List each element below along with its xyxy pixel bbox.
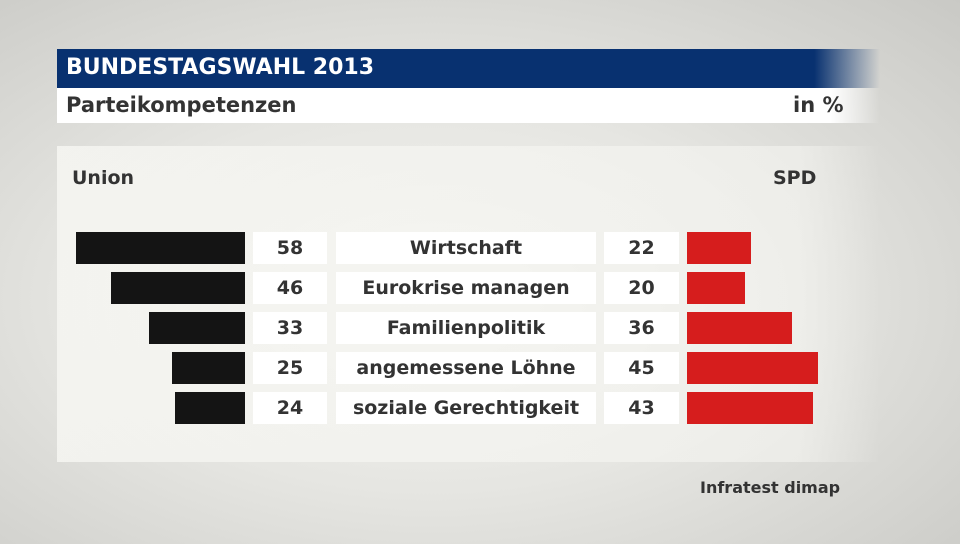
chart-row: 46 Eurokrise managen 20 [0,272,960,304]
spd-bar [687,232,752,264]
category-label: angemessene Löhne [336,352,596,384]
legend-union: Union [72,167,135,189]
spd-bar [687,352,819,384]
category-label: Familienpolitik [336,312,596,344]
spd-value: 22 [604,232,679,264]
union-bar [75,232,245,264]
spd-value: 36 [604,312,679,344]
source-label: Infratest dimap [700,478,841,497]
chart-row: 58 Wirtschaft 22 [0,232,960,264]
union-bar [172,352,245,384]
category-label: Wirtschaft [336,232,596,264]
union-value: 33 [253,312,327,344]
chart-row: 25 angemessene Löhne 45 [0,352,960,384]
chart-row: 33 Familienpolitik 36 [0,312,960,344]
union-bar [174,392,245,424]
spd-bar [687,312,793,344]
chart-row: 24 soziale Gerechtigkeit 43 [0,392,960,424]
subtitle-bar: Parteikompetenzen in % [57,88,880,123]
spd-value: 43 [604,392,679,424]
header-bar: BUNDESTAGSWAHL 2013 [57,49,880,88]
union-value: 58 [253,232,327,264]
unit-label: in % [793,93,844,117]
legend-spd: SPD [773,167,817,189]
spd-bar [687,392,813,424]
union-bar [110,272,245,304]
spd-value: 45 [604,352,679,384]
category-label: Eurokrise managen [336,272,596,304]
header-title: BUNDESTAGSWAHL 2013 [66,55,375,80]
spd-value: 20 [604,272,679,304]
category-label: soziale Gerechtigkeit [336,392,596,424]
union-value: 24 [253,392,327,424]
chart-subtitle: Parteikompetenzen [66,93,297,117]
union-value: 46 [253,272,327,304]
spd-bar [687,272,746,304]
union-value: 25 [253,352,327,384]
union-bar [148,312,245,344]
